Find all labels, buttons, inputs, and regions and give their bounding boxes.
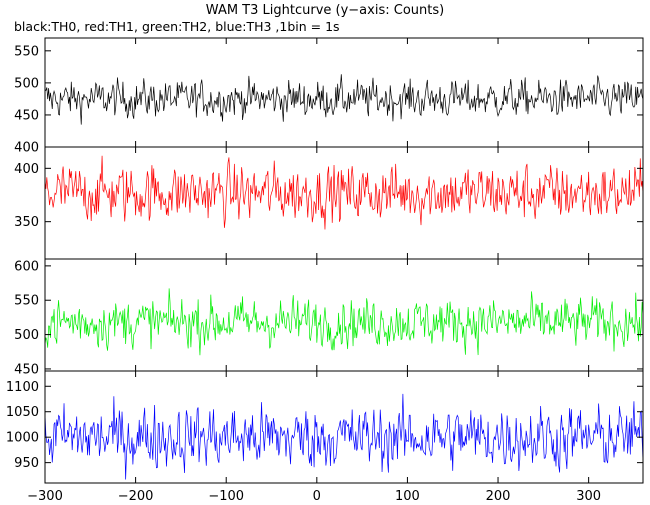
x-tick-label--100: −100 (208, 489, 244, 504)
panels: 400 450 500 550 350 400 450 500 550 600 950 1000 105… (6, 37, 644, 484)
y-tick-label-0-550: 550 (14, 44, 39, 59)
x-tick-label-300: 300 (576, 489, 601, 504)
y-tick-label-3-1000: 1000 (6, 431, 39, 446)
panel-1: 350 400 (14, 146, 644, 260)
y-tick-label-1-400: 400 (14, 162, 39, 177)
y-tick-label-0-500: 500 (14, 76, 39, 91)
series-line-2 (45, 288, 643, 356)
y-tick-label-3-950: 950 (14, 456, 39, 471)
panel-frame-1 (44, 146, 644, 260)
panel-frame-3 (44, 370, 644, 484)
panel-0: 400 450 500 550 (14, 37, 644, 156)
series-line-0 (45, 74, 643, 125)
series-line-3 (45, 393, 643, 480)
y-tick-label-2-500: 500 (14, 328, 39, 343)
series-line-1 (45, 155, 643, 230)
y-tick-label-2-550: 550 (14, 294, 39, 309)
y-tick-label-2-600: 600 (14, 259, 39, 274)
x-axis: −300 −200 −100 0 100 200 300 (27, 489, 601, 504)
x-tick-label--300: −300 (27, 489, 63, 504)
x-tick-label-200: 200 (486, 489, 511, 504)
y-tick-label-1-350: 350 (14, 215, 39, 230)
chart-title: WAM T3 Lightcurve (y−axis: Counts) (206, 3, 444, 18)
panel-3: 950 1000 1050 1100 (6, 370, 644, 484)
y-tick-label-0-450: 450 (14, 108, 39, 123)
y-tick-label-2-450: 450 (14, 362, 39, 377)
x-tick-label-100: 100 (395, 489, 420, 504)
x-tick-label-0: 0 (313, 489, 321, 504)
panel-2: 450 500 550 600 (14, 258, 644, 377)
y-tick-label-3-1050: 1050 (6, 405, 39, 420)
y-tick-label-0-400: 400 (14, 141, 39, 156)
y-tick-label-3-1100: 1100 (6, 380, 39, 395)
panel-frame-0 (44, 37, 644, 148)
chart-subtitle: black:TH0, red:TH1, green:TH2, blue:TH3 … (14, 19, 340, 34)
x-tick-label--200: −200 (118, 489, 154, 504)
